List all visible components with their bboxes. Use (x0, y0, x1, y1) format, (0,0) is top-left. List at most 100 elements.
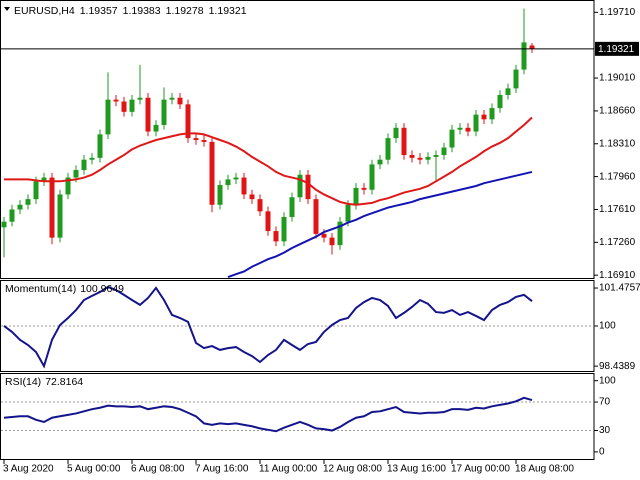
candle-body (161, 99, 167, 125)
candle-body (257, 199, 263, 212)
ohlc-close: 1.19321 (209, 5, 247, 17)
candle-body (89, 157, 95, 160)
chart-header: EURUSD,H4 1.19357 1.19383 1.19278 1.19321 (14, 5, 247, 17)
candle-body (401, 127, 407, 156)
candle-body (409, 155, 415, 158)
candle-body (361, 187, 367, 190)
candle-body (353, 187, 359, 205)
last-price-label: 1.19321 (598, 44, 635, 55)
candle-body (369, 164, 375, 190)
candle-body (225, 179, 231, 186)
indicator-line (227, 170, 533, 279)
candle-body (297, 174, 303, 198)
indicator-header: Momentum(14) 100.9649 (5, 283, 124, 295)
candle-body (105, 99, 111, 135)
candle-body (345, 204, 351, 222)
candle-body (385, 138, 391, 160)
candle-body (49, 177, 55, 238)
candle-body (65, 177, 71, 195)
candle-body (265, 211, 271, 232)
indicator-line (3, 285, 533, 369)
indicator-title: RSI(14) (5, 376, 41, 388)
candle-body (209, 141, 215, 205)
candle-body (113, 99, 119, 102)
indicator-header: RSI(14) 72.8164 (5, 376, 83, 388)
x-tick-label: 13 Aug 16:00 (387, 464, 446, 475)
y-tick-label: 1.16910 (599, 270, 636, 281)
candle-body (81, 159, 87, 171)
indicator-value: 72.8164 (45, 376, 83, 388)
panel-border (0, 0, 595, 279)
x-tick-label: 17 Aug 00:00 (451, 464, 510, 475)
candle-body (473, 114, 479, 132)
candle-body (305, 174, 311, 200)
candle-body (425, 156, 431, 160)
candle-body (241, 177, 247, 195)
candle-body (57, 194, 63, 238)
y-tick-label: 1.19710 (599, 7, 636, 18)
y-tick-label: 30 (599, 425, 611, 436)
candle-body (321, 233, 327, 238)
candle-body (513, 69, 519, 89)
candle-body (465, 127, 471, 132)
ohlc-low: 1.19278 (166, 5, 204, 17)
y-tick-label: 1.17960 (599, 171, 636, 182)
candle-body (169, 97, 175, 100)
y-tick-label: 1.17610 (599, 204, 636, 215)
symbol-menu-icon (4, 7, 10, 11)
ohlc-open: 1.19357 (80, 5, 118, 17)
x-tick-label: 3 Aug 2020 (3, 464, 54, 475)
candle-body (177, 97, 183, 105)
panel-border (0, 373, 595, 460)
symbol-title: EURUSD,H4 (14, 5, 75, 17)
candle-body (393, 127, 399, 139)
candle-body (33, 181, 39, 200)
candle-body (97, 134, 103, 158)
candle-body (201, 140, 207, 142)
x-tick-label: 12 Aug 08:00 (323, 464, 382, 475)
candle-body (185, 104, 191, 139)
x-tick-label: 18 Aug 08:00 (515, 464, 574, 475)
candle-body (249, 194, 255, 200)
y-tick-label: 100 (599, 375, 616, 386)
candle-body (313, 199, 319, 234)
candle-body (289, 197, 295, 217)
candle-body (377, 159, 383, 165)
candle-body (521, 42, 527, 70)
candle-body (273, 231, 279, 242)
candle-body (121, 101, 127, 112)
y-tick-label: 1.18660 (599, 106, 636, 117)
y-tick-label: 0 (599, 447, 605, 458)
candle-body (529, 45, 535, 49)
last-price-box (595, 41, 639, 56)
candle-body (25, 199, 31, 205)
ohlc-high: 1.19383 (123, 5, 161, 17)
candle-body (193, 138, 199, 140)
candle-body (233, 177, 239, 180)
indicator-line (4, 116, 533, 206)
candle-body (1, 221, 7, 228)
x-tick-label: 6 Aug 08:00 (131, 464, 185, 475)
indicator-value: 100.9649 (80, 283, 124, 295)
candle-body (505, 88, 511, 95)
y-tick-label: 1.18310 (599, 138, 636, 149)
candle-body (337, 221, 343, 246)
x-tick-label: 7 Aug 16:00 (195, 464, 249, 475)
candle-body (497, 94, 503, 109)
candle-body (153, 124, 159, 132)
x-tick-label: 5 Aug 00:00 (67, 464, 121, 475)
candle-body (137, 97, 143, 100)
candle-body (281, 216, 287, 242)
y-tick-label: 98.4389 (599, 361, 636, 372)
x-tick-label: 11 Aug 00:00 (259, 464, 318, 475)
candle-body (17, 204, 23, 210)
indicator-line (3, 396, 533, 433)
candle-body (129, 99, 135, 112)
candle-body (145, 97, 151, 132)
candle-body (417, 157, 423, 160)
candle-body (481, 114, 487, 120)
candle-body (457, 127, 463, 130)
